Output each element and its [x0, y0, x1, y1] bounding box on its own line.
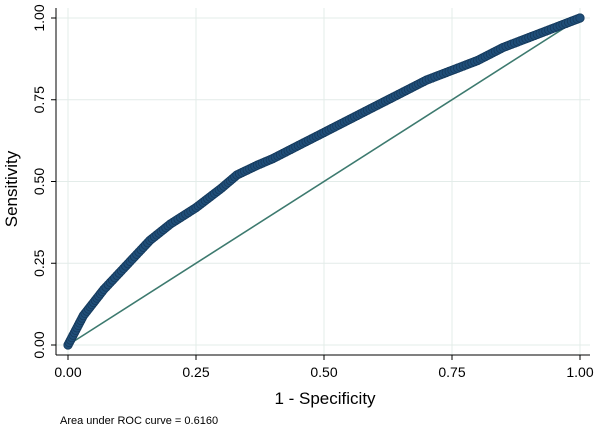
y-tick-label: 0.25 — [31, 249, 47, 276]
x-tick-label: 0.25 — [182, 364, 209, 380]
x-axis-ticks: 0.00 0.25 0.50 0.75 1.00 — [54, 355, 594, 380]
y-tick-label: 1.00 — [31, 4, 47, 31]
x-tick-label: 1.00 — [566, 364, 593, 380]
y-tick-label: 0.75 — [31, 86, 47, 113]
x-tick-label: 0.75 — [438, 364, 465, 380]
x-tick-label: 0.00 — [54, 364, 81, 380]
x-tick-label: 0.50 — [310, 364, 337, 380]
reference-line — [67, 17, 581, 346]
x-axis-title: 1 - Specificity — [274, 389, 376, 408]
grid-lines — [56, 8, 590, 355]
y-axis-title: Sensitivity — [2, 150, 21, 227]
y-tick-label: 0.50 — [31, 168, 47, 195]
y-tick-label: 0.00 — [31, 331, 47, 358]
y-axis-ticks: 0.00 0.25 0.50 0.75 1.00 — [31, 4, 56, 359]
roc-point — [575, 13, 585, 23]
auc-note: Area under ROC curve = 0.6160 — [60, 415, 218, 427]
series-layer — [63, 13, 585, 350]
